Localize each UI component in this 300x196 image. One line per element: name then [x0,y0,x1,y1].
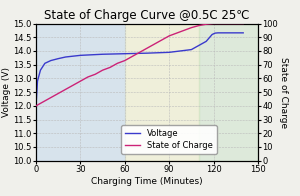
Bar [36,24,125,161]
Title: State of Charge Curve @0.5C 25℃: State of Charge Curve @0.5C 25℃ [44,9,250,22]
Y-axis label: State of Charge: State of Charge [279,57,288,128]
Bar [125,24,199,161]
Legend: Voltage, State of Charge: Voltage, State of Charge [121,125,217,154]
Y-axis label: Voltage (V): Voltage (V) [2,67,10,117]
X-axis label: Charging Time (Minutes): Charging Time (Minutes) [91,177,203,186]
Bar [199,24,258,161]
